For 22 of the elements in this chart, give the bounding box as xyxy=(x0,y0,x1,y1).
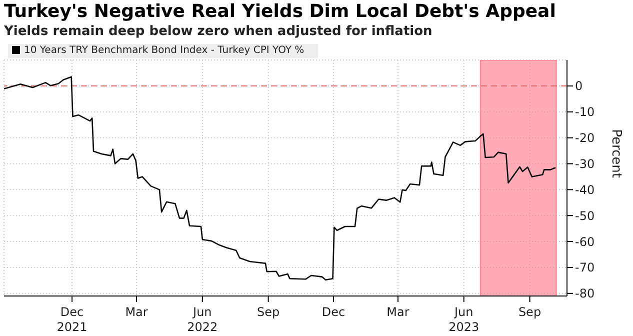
y-tick-label: -30 xyxy=(575,156,595,171)
y-tick-label: -80 xyxy=(575,286,595,301)
y-tick-label: -70 xyxy=(575,260,595,275)
x-tick-label: Sep xyxy=(518,305,542,319)
x-tick-label: Sep xyxy=(256,305,280,319)
x-tick-label: Dec 2021 xyxy=(56,305,88,334)
x-tick-label: Mar xyxy=(386,305,410,319)
x-tick-label: Jun 2022 xyxy=(187,305,218,334)
y-tick-label: -50 xyxy=(575,208,595,223)
line-series xyxy=(4,76,556,281)
y-tick-label: -60 xyxy=(575,234,595,249)
chart-title: Turkey's Negative Real Yields Dim Local Debt's Appeal xyxy=(4,1,556,22)
x-tick-label: Dec xyxy=(322,305,346,319)
y-tick-label: -20 xyxy=(575,131,595,146)
y-tick-label: -40 xyxy=(575,182,595,197)
legend-label: 10 Years TRY Benchmark Bond Index - Turkey CPI YOY % xyxy=(24,45,304,56)
x-tick-label: Jun 2023 xyxy=(448,305,480,334)
chart-subtitle: Yields remain deep below zero when adjusted for inflation xyxy=(4,24,432,39)
y-tick-label: -10 xyxy=(575,105,595,120)
x-tick-label: Mar xyxy=(125,305,148,319)
y-tick-label: 0 xyxy=(575,79,583,94)
y-axis-title: Percent xyxy=(608,129,624,178)
